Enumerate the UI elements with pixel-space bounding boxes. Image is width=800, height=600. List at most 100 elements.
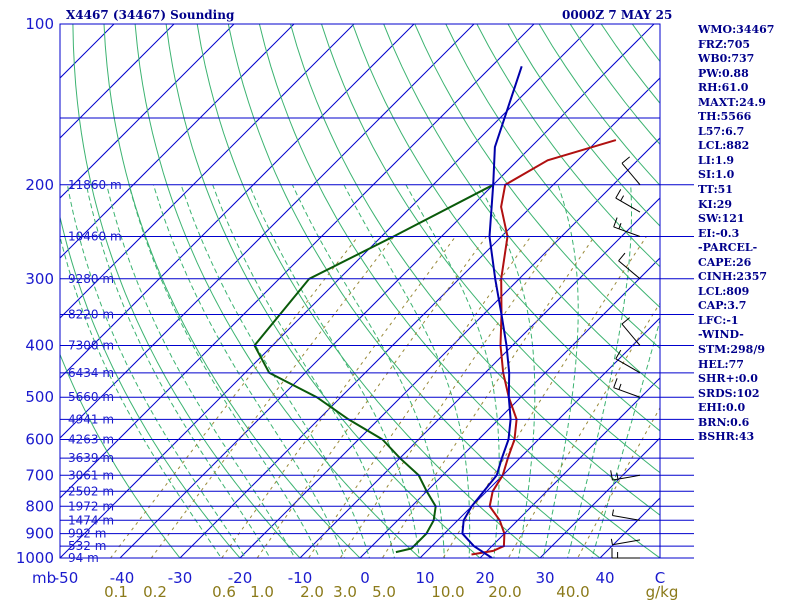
wind-barb-flag: [613, 378, 618, 388]
wind-barb: [621, 156, 641, 186]
isotherm-line: [60, 24, 415, 379]
dry-adiabat-line: [414, 24, 660, 349]
dry-adiabat-line: [383, 24, 660, 391]
wind-barb-staff: [612, 514, 641, 521]
dry-adiabat-line: [72, 24, 301, 558]
mixing-ratio-line: [221, 236, 456, 558]
sounding-index: SRDS:102: [698, 386, 760, 400]
isotherm-line: [60, 24, 295, 259]
height-label: 992 m: [68, 527, 106, 541]
sounding-index: TH:5566: [698, 110, 752, 124]
moist-adiabat-line: [128, 184, 321, 558]
plot-frame: [59, 23, 661, 559]
pressure-label: 900: [25, 525, 54, 543]
wind-barb-staff: [613, 387, 641, 398]
mixing-ratio-label: 5.0: [372, 583, 396, 600]
sounding-index: FRZ:705: [698, 37, 751, 51]
temperature-tick-label: -10: [288, 569, 313, 587]
wind-barb: [611, 548, 640, 559]
mixing-ratio-label: 0.6: [212, 583, 236, 600]
wind-barb: [618, 252, 641, 280]
isotherm-line: [60, 24, 475, 439]
pressure-label: 700: [25, 466, 54, 484]
mixing-ratio-label: 0.2: [143, 583, 167, 600]
dry-adiabat-line: [134, 24, 421, 558]
pressure-label: 400: [25, 337, 54, 355]
sounding-index: MAXT:24.9: [698, 95, 766, 109]
sounding-index: LI:1.9: [698, 153, 735, 167]
mixing-ratio-line: [256, 236, 487, 558]
temperature-tick-label: -30: [168, 569, 193, 587]
height-label: 5660 m: [68, 390, 114, 404]
height-label: 94 m: [68, 551, 99, 565]
moist-adiabat-line: [567, 184, 632, 558]
temperature-tick-label: 40: [595, 569, 614, 587]
sounding-index: SW:121: [698, 212, 745, 226]
wind-barb-staff: [615, 358, 641, 374]
sounding-index: LFC:-1: [698, 313, 739, 327]
sounding-index: SI:1.0: [698, 168, 735, 182]
isotherm-line: [0, 12, 6, 569]
mixing-ratio-label: 40.0: [556, 583, 589, 600]
wind-barb: [610, 470, 641, 481]
isotherm-line: [239, 137, 660, 558]
wind-barb-staff: [615, 197, 641, 213]
temperature-tick-label: 20: [475, 569, 494, 587]
moist-adiabat-line: [291, 184, 445, 558]
sounding-indices-panel: WMO:34467 FRZ:705 WB0:737 PW:0.88 RH:61.0 MAX…: [698, 23, 798, 445]
mixing-ratio-line: [381, 236, 595, 558]
pressure-label: 600: [25, 431, 54, 449]
dry-adiabat-line: [60, 214, 241, 558]
wind-barb-flag: [610, 538, 613, 545]
mixing-ratio-label: g/kg: [646, 583, 679, 600]
sounding-index: CINH:2357: [698, 270, 768, 284]
temperature-tick-label: 10: [415, 569, 434, 587]
isotherm-line: [479, 377, 660, 558]
dry-adiabat-line: [445, 24, 660, 309]
moist-adiabat-line: [180, 184, 371, 558]
wind-barb-staff: [612, 539, 641, 546]
isotherm-line: [0, 12, 66, 569]
wind-barb-flag: [610, 470, 613, 481]
dry-adiabat-line: [60, 353, 181, 558]
wind-barb: [613, 378, 641, 398]
sounding-index: CAPE:26: [698, 255, 752, 269]
temperature-trace: [471, 139, 617, 556]
wind-barb: [615, 349, 641, 374]
isotherm-line: [60, 24, 535, 499]
dry-adiabat-line: [321, 24, 660, 474]
wind-barb: [611, 509, 641, 521]
sounding-index: L57:6.7: [698, 124, 745, 138]
wind-barb: [613, 217, 641, 237]
station-title: X4467 (34467) Sounding: [66, 8, 235, 22]
wind-barb: [610, 538, 641, 546]
isotherm-line: [179, 77, 660, 558]
moist-adiabat-line: [542, 184, 579, 558]
wind-barb-flag: [620, 195, 625, 202]
wind-barb-staff: [621, 162, 641, 186]
dry-adiabat-line: [290, 24, 660, 516]
wind-barb-staff: [612, 474, 641, 481]
wind-barb-flag: [613, 217, 618, 228]
pressure-label: 100: [25, 15, 54, 33]
wind-barb-staff: [621, 323, 641, 346]
pressure-label: 200: [25, 176, 54, 194]
wind-barb-flag: [618, 223, 622, 230]
sounding-index: LCL:882: [698, 139, 750, 153]
isotherm-line: [359, 257, 660, 558]
dry-adiabat-line: [103, 24, 361, 558]
pressure-label: 300: [25, 270, 54, 288]
plot-area: [0, 12, 660, 569]
height-label: 10460 m: [68, 229, 122, 243]
wind-barb-flag: [611, 509, 614, 516]
temperature-tick-label: 30: [535, 569, 554, 587]
isotherm-line: [299, 197, 660, 558]
temperature-tick-label: -50: [54, 569, 79, 587]
height-label: 1972 m: [68, 499, 114, 513]
dry-adiabat-line: [476, 24, 660, 268]
sounding-index: SHR+:0.0: [698, 372, 758, 386]
temperature-tick-label: -40: [110, 569, 135, 587]
isotherm-line: [60, 24, 595, 558]
mixing-ratio-label: 20.0: [488, 583, 521, 600]
